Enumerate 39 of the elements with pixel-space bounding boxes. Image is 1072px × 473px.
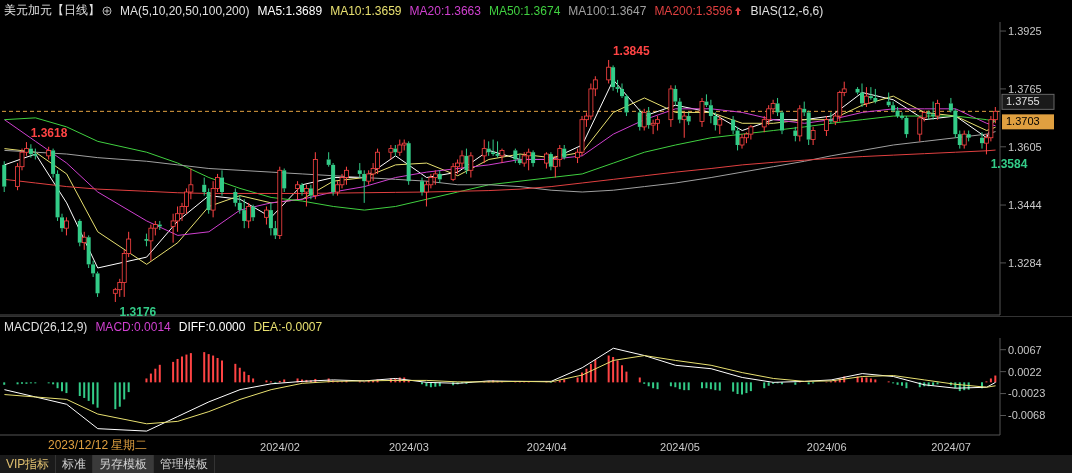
annotation: 1.3176 [119, 304, 157, 319]
y-tick-label: 1.3444 [1008, 198, 1042, 211]
text: MA5:1.3689 [257, 3, 323, 18]
text: 标准 [56, 455, 94, 473]
x-tick-label: 2024/02 [260, 440, 300, 453]
chart-subtitle: MA(5,10,20,50,100,200) [120, 3, 250, 18]
text: 1.3755 [1006, 95, 1040, 108]
x-tick-label: 2024/05 [660, 440, 700, 453]
legend-label: MA200:1.3596 [654, 3, 733, 18]
text: BIAS(12,-6,6) [750, 3, 824, 18]
text: 另存模板 [93, 455, 155, 473]
y-tick-label: 0.0022 [1008, 365, 1042, 378]
ref-line-label: 1.3703 [1006, 115, 1040, 128]
x-tick-label: 2024/03 [389, 440, 429, 453]
text: DIFF:0.0000 [178, 320, 246, 334]
text: 2023/12/12 星期二 [44, 436, 152, 455]
y-tick-label: 1.3605 [1008, 140, 1042, 153]
text: DEA:-0.0007 [253, 320, 323, 334]
annotation: 1.3845 [612, 43, 650, 58]
y-tick-label: -0.0023 [1008, 387, 1046, 400]
x-tick-label: 2024/06 [806, 440, 847, 453]
text: MACD:0.0014 [95, 320, 171, 334]
y-tick-label: 1.3925 [1008, 24, 1042, 37]
y-tick-label: 1.3765 [1008, 82, 1042, 95]
chart-title: MACD(26,12,9) [4, 320, 88, 334]
text: MA100:1.3647 [568, 3, 647, 18]
text: MA20:1.3663 [409, 3, 481, 18]
annotation: 1.3618 [30, 126, 68, 141]
text: MA10:1.3659 [330, 3, 402, 18]
y-tick-label: 0.0067 [1008, 343, 1042, 356]
chart-title: 美元加元【日线】 [4, 2, 100, 19]
y-tick-label: 1.3284 [1008, 256, 1042, 269]
text: VIP指标 [0, 455, 57, 473]
x-tick-label: 2024/07 [931, 440, 971, 453]
x-tick-label: 2024/04 [526, 440, 567, 453]
text: MA50:1.3674 [488, 3, 561, 18]
annotation: 1.3584 [990, 157, 1028, 172]
text: 管理模板 [154, 455, 216, 473]
y-tick-label: -0.0068 [1008, 409, 1046, 422]
